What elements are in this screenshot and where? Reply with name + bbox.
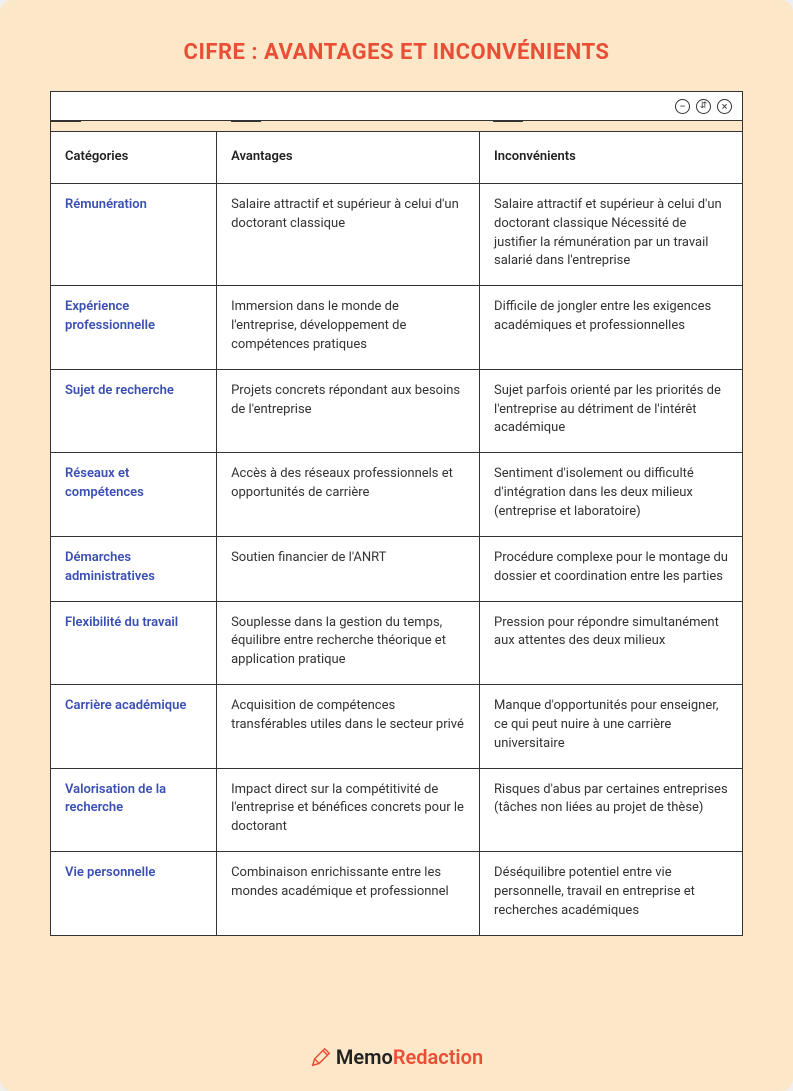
minimize-icon[interactable] [675,99,690,114]
close-icon[interactable] [717,99,732,114]
col-header-advantage: Avantages [217,132,480,184]
table-header-row: Catégories Avantages Inconvénients [51,132,743,184]
col-header-category: Catégories [51,132,217,184]
cell-category: Flexibilité du travail [51,601,217,685]
footer-brand: MemoRedaction [0,1045,793,1069]
cell-disadvantage: Pression pour répondre simultanément aux… [480,601,743,685]
brand-part1: Memo [336,1045,393,1069]
col-header-disadvantage: Inconvénients [480,132,743,184]
cell-advantage: Soutien financier de l'ANRT [217,536,480,601]
cell-advantage: Accès à des réseaux professionnels et op… [217,453,480,537]
table-row: Carrière académiqueAcquisition de compét… [51,685,743,769]
cell-category: Valorisation de la recherche [51,768,217,852]
cell-advantage: Combinaison enrichissante entre les mond… [217,852,480,936]
cell-category: Réseaux et compétences [51,453,217,537]
table-row: Vie personnelleCombinaison enrichissante… [51,852,743,936]
cell-disadvantage: Procédure complexe pour le montage du do… [480,536,743,601]
table-row: Expérience professionnelleImmersion dans… [51,286,743,370]
maximize-icon[interactable] [696,99,711,114]
cell-advantage: Projets concrets répondant aux besoins d… [217,369,480,453]
comparison-table: Catégories Avantages Inconvénients Rémun… [50,131,743,936]
cell-advantage: Impact direct sur la compétitivité de l'… [217,768,480,852]
table-row: RémunérationSalaire attractif et supérie… [51,183,743,285]
cell-category: Démarches administratives [51,536,217,601]
cell-disadvantage: Salaire attractif et supérieur à celui d… [480,183,743,285]
table-body: RémunérationSalaire attractif et supérie… [51,183,743,935]
cell-category: Sujet de recherche [51,369,217,453]
table-row: Démarches administrativesSoutien financi… [51,536,743,601]
cell-disadvantage: Sujet parfois orienté par les priorités … [480,369,743,453]
cell-disadvantage: Déséquilibre potentiel entre vie personn… [480,852,743,936]
page-title: CIFRE : AVANTAGES ET INCONVÉNIENTS [50,40,743,65]
cell-disadvantage: Difficile de jongler entre les exigences… [480,286,743,370]
cell-advantage: Souplesse dans la gestion du temps, équi… [217,601,480,685]
window-toolbar [50,91,743,121]
cell-disadvantage: Manque d'opportunités pour enseigner, ce… [480,685,743,769]
cell-disadvantage: Sentiment d'isolement ou difficulté d'in… [480,453,743,537]
table-row: Valorisation de la rechercheImpact direc… [51,768,743,852]
table-row: Sujet de rechercheProjets concrets répon… [51,369,743,453]
cell-category: Expérience professionnelle [51,286,217,370]
cell-advantage: Immersion dans le monde de l'entreprise,… [217,286,480,370]
cell-advantage: Acquisition de compétences transférables… [217,685,480,769]
table-row: Réseaux et compétencesAccès à des réseau… [51,453,743,537]
toolbar-separator [50,121,743,131]
cell-disadvantage: Risques d'abus par certaines entreprises… [480,768,743,852]
cell-category: Vie personnelle [51,852,217,936]
table-row: Flexibilité du travailSouplesse dans la … [51,601,743,685]
pencil-icon [310,1046,332,1068]
cell-advantage: Salaire attractif et supérieur à celui d… [217,183,480,285]
cell-category: Rémunération [51,183,217,285]
brand-part2: Redaction [393,1045,483,1069]
page: CIFRE : AVANTAGES ET INCONVÉNIENTS Catég… [0,0,793,1091]
cell-category: Carrière académique [51,685,217,769]
